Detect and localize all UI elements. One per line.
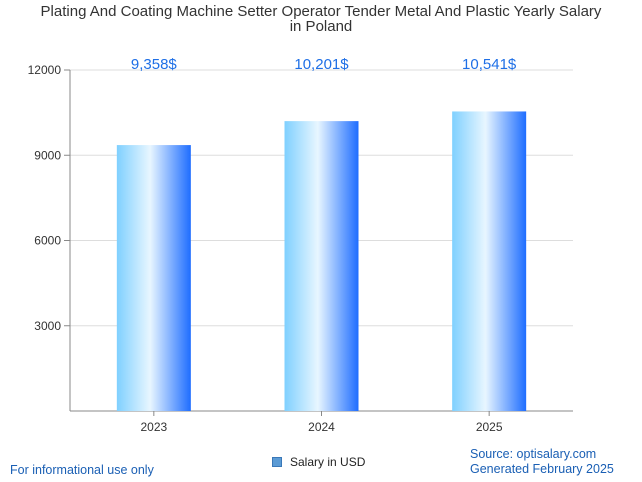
x-tick-label: 2023 xyxy=(140,420,167,434)
y-tick-label: 3000 xyxy=(34,319,61,333)
data-label: 9,358$ xyxy=(131,56,178,73)
legend-label: Salary in USD xyxy=(290,455,366,469)
source-text: Source: optisalary.com xyxy=(470,447,597,461)
x-tick-label: 2024 xyxy=(308,420,335,434)
legend: Salary in USD xyxy=(272,455,365,469)
y-tick-label: 6000 xyxy=(34,234,61,248)
chart-title: Plating And Coating Machine Setter Opera… xyxy=(0,4,642,34)
disclaimer-text: For informational use only xyxy=(10,463,154,477)
chart-title-line-1: Plating And Coating Machine Setter Opera… xyxy=(40,3,602,20)
data-label: 10,541$ xyxy=(462,56,517,73)
y-tick-label: 9000 xyxy=(34,148,61,162)
source-block: Source: optisalary.com Generated Februar… xyxy=(470,447,614,477)
bar xyxy=(284,121,359,411)
chart-title-line-2: in Poland xyxy=(289,18,353,35)
bar xyxy=(452,111,527,412)
legend-swatch xyxy=(272,457,282,467)
x-tick-label: 2025 xyxy=(476,420,503,434)
data-label: 10,201$ xyxy=(294,56,349,73)
y-tick-label: 12000 xyxy=(28,63,62,77)
bars xyxy=(116,111,527,412)
generated-text: Generated February 2025 xyxy=(470,462,614,476)
bar xyxy=(116,145,191,411)
labels: 3000 6000 9000 12000 2023 9,358$ 2024 10,201$ 20… xyxy=(28,56,517,434)
